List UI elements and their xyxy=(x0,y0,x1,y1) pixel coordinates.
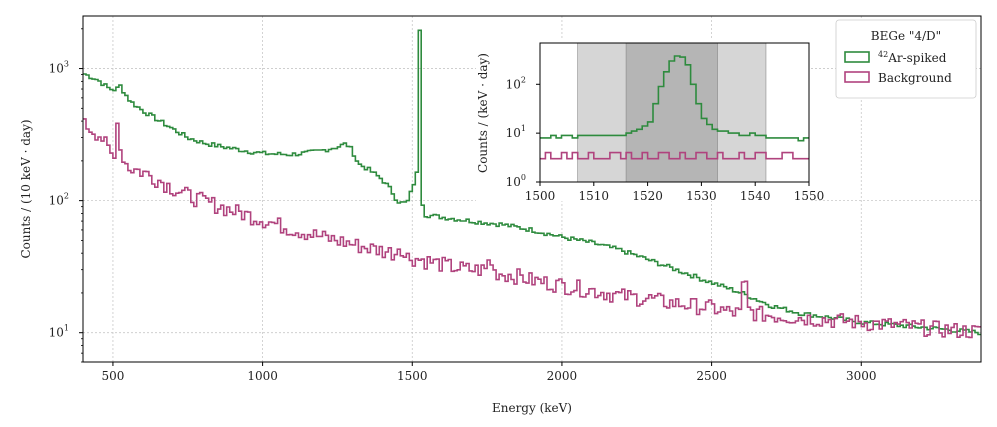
legend-label-spiked: 42Ar-spiked xyxy=(878,50,947,65)
main-plot-frame xyxy=(82,15,982,363)
legend-swatch-background xyxy=(844,71,870,83)
inset-y-tick-exponent: 1 xyxy=(521,124,526,133)
main-x-tick-label: 2500 xyxy=(696,369,727,383)
main-series xyxy=(83,29,981,339)
main-y-tick-label: 103 xyxy=(49,60,69,76)
main-y-tick-label: 101 xyxy=(49,324,69,340)
inset-x-tick-label: 1520 xyxy=(632,189,663,203)
inset-x-ticks: 1500 1510 1520 1530 1540 1550 xyxy=(525,182,825,203)
main-y-tick-exponent: 2 xyxy=(64,192,69,201)
main-y-tick-base: 10 xyxy=(49,62,64,76)
legend-label-background: Background xyxy=(878,71,952,85)
main-x-tick-label: 3000 xyxy=(846,369,877,383)
main-x-tick-label: 500 xyxy=(101,369,124,383)
y-axis-label: Counts / (10 keV · day) xyxy=(19,119,33,258)
main-y-tick-base: 10 xyxy=(49,194,64,208)
inset-y-tick-base: 10 xyxy=(506,126,521,140)
inset-y-tick-exponent: 0 xyxy=(521,173,526,182)
inset-y-tick-base: 10 xyxy=(506,175,521,189)
inset-y-tick-label: 101 xyxy=(506,124,526,140)
main-series-background xyxy=(83,118,981,339)
legend-swatch-spiked xyxy=(844,51,870,63)
main-y-tick-label: 102 xyxy=(49,192,69,208)
main-y-tick-exponent: 3 xyxy=(64,60,69,69)
legend-label-spiked-prefix: 42 xyxy=(878,50,888,59)
inset-y-tick-base: 10 xyxy=(506,77,521,91)
inset-plot-frame xyxy=(539,42,810,183)
legend-title: BEGe "4/D" xyxy=(871,29,941,43)
inset-y-tick-label: 100 xyxy=(506,173,526,189)
main-y-tick-base: 10 xyxy=(49,326,64,340)
inset-y-tick-label: 102 xyxy=(506,75,526,91)
legend-label-spiked-text: Ar-spiked xyxy=(887,51,947,65)
inset-shading xyxy=(577,42,767,183)
main-y-tick-exponent: 1 xyxy=(64,324,69,333)
legend: BEGe "4/D" 42Ar-spiked Background xyxy=(835,19,977,99)
inset-x-tick-label: 1530 xyxy=(686,189,717,203)
inset-x-tick-label: 1500 xyxy=(525,189,556,203)
inset-x-tick-label: 1550 xyxy=(794,189,825,203)
inset-x-tick-label: 1540 xyxy=(740,189,771,203)
inset-shaded-region-dark xyxy=(625,42,718,183)
main-x-tick-label: 2000 xyxy=(547,369,578,383)
x-axis-label: Energy (keV) xyxy=(492,401,572,415)
inset-y-axis-label: Counts / (keV · day) xyxy=(476,53,490,173)
legend-box xyxy=(835,19,977,99)
main-x-tick-label: 1000 xyxy=(247,369,278,383)
inset-series-spiked xyxy=(540,55,809,142)
main-x-tick-label: 1500 xyxy=(397,369,428,383)
main-x-ticks: 500 1000 1500 2000 2500 3000 xyxy=(101,362,877,383)
inset-series xyxy=(540,55,809,160)
inset-y-tick-exponent: 2 xyxy=(521,75,526,84)
inset-x-tick-label: 1510 xyxy=(579,189,610,203)
main-series-spiked xyxy=(83,29,981,336)
inset-series-background xyxy=(540,151,809,160)
